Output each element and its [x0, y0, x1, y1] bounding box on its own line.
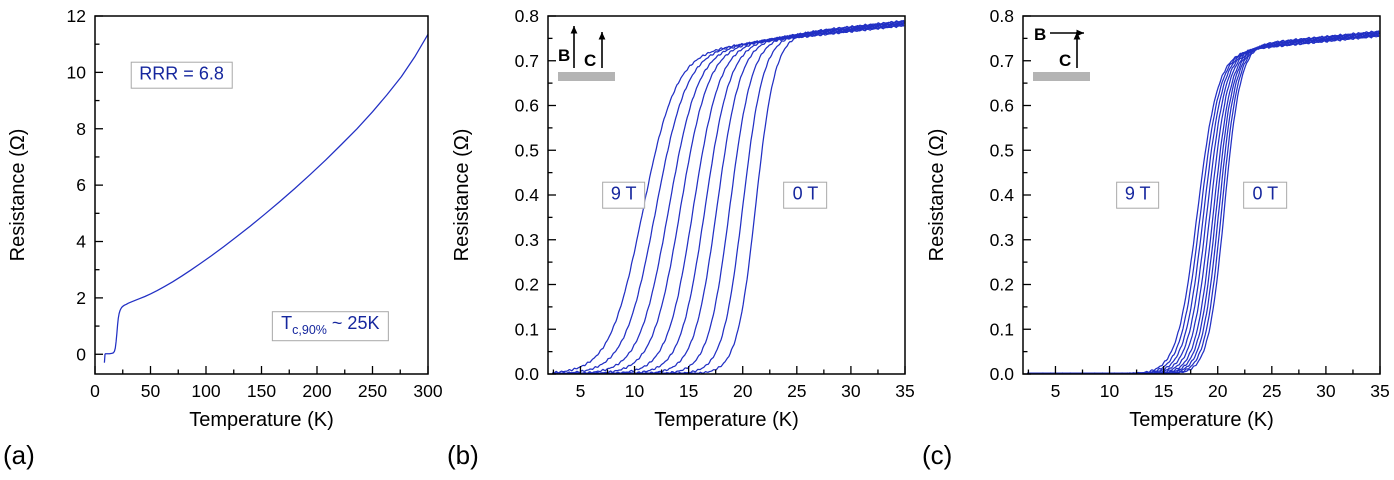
x-axis-label-c: Temperature (K): [1129, 409, 1274, 431]
panel-letter-c: (c): [922, 440, 953, 470]
series-c-9: [1027, 35, 1380, 374]
svg-text:2: 2: [76, 288, 86, 308]
svg-text:30: 30: [841, 381, 861, 401]
field-arrow-C-icon: [598, 32, 606, 68]
svg-text:0: 0: [76, 344, 86, 364]
sample-bar-icon: [558, 72, 615, 81]
y-axis-label-b: Resistance (Ω): [451, 129, 473, 262]
svg-text:50: 50: [141, 381, 161, 401]
svg-text:200: 200: [302, 381, 331, 401]
curves-c: [1027, 30, 1380, 374]
panel-letter-a: (a): [3, 440, 35, 470]
y-axis-label-a: Resistance (Ω): [7, 129, 29, 262]
ticks-c: [1023, 15, 1381, 375]
svg-text:10: 10: [67, 62, 87, 82]
svg-text:25: 25: [1262, 381, 1281, 401]
svg-text:5: 5: [1051, 381, 1061, 401]
svg-text:0.5: 0.5: [990, 140, 1014, 160]
svg-text:10: 10: [1100, 381, 1120, 401]
series-c-8: [1027, 34, 1380, 374]
curves-a: [103, 33, 428, 363]
annotation-b-1: 0 T: [783, 181, 828, 209]
svg-text:0.2: 0.2: [990, 275, 1014, 295]
svg-text:0.0: 0.0: [990, 364, 1015, 384]
series-b-9: [552, 24, 905, 374]
svg-text:0.4: 0.4: [990, 185, 1015, 205]
field-arrow-B-icon: [1050, 29, 1084, 37]
y-axis-label-c: Resistance (Ω): [926, 129, 948, 262]
sample-bar-icon: [1033, 72, 1090, 81]
ticks-a: [94, 15, 429, 374]
ticks-b: [548, 15, 906, 375]
annotation-c-0: 9 T: [1115, 181, 1160, 209]
svg-text:15: 15: [679, 381, 698, 401]
svg-text:12: 12: [67, 6, 86, 26]
panel-letter-b: (b): [447, 440, 479, 470]
chart-svg-b: 5 10 15 20 25 30 35 0.0 0.1 0.2 0.3 0.4 0.5 0.6 0.7 0.8…: [451, 6, 915, 431]
svg-text:0.3: 0.3: [515, 230, 539, 250]
svg-text:4: 4: [76, 232, 86, 252]
chart-container-c: 5 10 15 20 25 30 35 0.0 0.1 0.2 0.3 0.4 0.5 0.6 0.7 0.8…: [919, 0, 1394, 475]
svg-text:0.2: 0.2: [515, 275, 539, 295]
inset-label-C: C: [584, 51, 596, 70]
field-arrow-C-icon: [1073, 32, 1081, 68]
panel-b: 5 10 15 20 25 30 35 0.0 0.1 0.2 0.3 0.4 0.5 0.6 0.7 0.8…: [444, 0, 919, 475]
tick-labels-a: 0 50 100 150 200 250 300 0 2 4 6 8 10 12: [67, 6, 443, 401]
inset-label-B: B: [1034, 25, 1046, 44]
svg-text:20: 20: [733, 381, 753, 401]
svg-text:0.7: 0.7: [515, 51, 539, 71]
svg-text:20: 20: [1208, 381, 1228, 401]
inset-label-B: B: [558, 46, 570, 65]
annotation-b-0: 9 T: [601, 181, 646, 209]
svg-text:35: 35: [895, 381, 914, 401]
svg-text:0.4: 0.4: [515, 185, 540, 205]
svg-text:150: 150: [247, 381, 276, 401]
chart-svg-a: 0 50 100 150 200 250 300 0 2 4 6 8 10 12 Temperature (…: [7, 6, 443, 431]
chart-svg-c: 5 10 15 20 25 30 35 0.0 0.1 0.2 0.3 0.4 0.5 0.6 0.7 0.8…: [926, 6, 1390, 431]
svg-text:0.7: 0.7: [990, 51, 1014, 71]
tick-labels-c: 5 10 15 20 25 30 35 0.0 0.1 0.2 0.3 0.4 0.5 0.6 0.7 0.8: [990, 6, 1390, 401]
field-arrow-B-icon: [570, 26, 578, 68]
svg-text:0.8: 0.8: [515, 6, 539, 26]
series-c-7: [1027, 34, 1380, 374]
inset-label-C: C: [1059, 51, 1071, 70]
annotation-c-1: 0 T: [1243, 181, 1288, 209]
svg-text:15: 15: [1154, 381, 1173, 401]
svg-text:10: 10: [625, 381, 645, 401]
svg-text:0.3: 0.3: [990, 230, 1014, 250]
tick-labels-b: 5 10 15 20 25 30 35 0.0 0.1 0.2 0.3 0.4 0.5 0.6 0.7 0.8: [515, 6, 915, 401]
x-axis-label-a: Temperature (K): [189, 409, 334, 431]
series-b-6: [552, 22, 905, 374]
svg-text:0.0: 0.0: [515, 364, 540, 384]
svg-text:6: 6: [76, 175, 86, 195]
svg-text:30: 30: [1316, 381, 1336, 401]
svg-text:0.8: 0.8: [990, 6, 1014, 26]
svg-text:0.5: 0.5: [515, 140, 539, 160]
annotation-a-0: RRR = 6.8: [130, 61, 233, 89]
panel-a: 0 50 100 150 200 250 300 0 2 4 6 8 10 12 Temperature (…: [0, 0, 444, 475]
series-b-7: [552, 23, 905, 374]
svg-text:0: 0: [90, 381, 100, 401]
svg-text:0.1: 0.1: [515, 319, 539, 339]
field-orientation-inset-c: BC: [1033, 25, 1090, 81]
annotation-a-1: Tc,90% ~ 25K: [272, 311, 389, 341]
svg-text:250: 250: [358, 381, 387, 401]
x-axis-label-b: Temperature (K): [654, 409, 799, 431]
svg-text:0.1: 0.1: [990, 319, 1014, 339]
chart-container-b: 5 10 15 20 25 30 35 0.0 0.1 0.2 0.3 0.4 0.5 0.6 0.7 0.8…: [444, 0, 919, 475]
svg-text:35: 35: [1370, 381, 1389, 401]
svg-text:300: 300: [413, 381, 442, 401]
svg-text:0.6: 0.6: [515, 96, 539, 116]
series-a-0: [103, 33, 428, 363]
chart-container-a: 0 50 100 150 200 250 300 0 2 4 6 8 10 12 Temperature (…: [0, 0, 444, 475]
svg-text:100: 100: [191, 381, 220, 401]
panel-c: 5 10 15 20 25 30 35 0.0 0.1 0.2 0.3 0.4 0.5 0.6 0.7 0.8…: [919, 0, 1394, 475]
svg-text:8: 8: [76, 119, 86, 139]
svg-text:5: 5: [576, 381, 586, 401]
svg-text:0.6: 0.6: [990, 96, 1014, 116]
svg-text:25: 25: [787, 381, 806, 401]
